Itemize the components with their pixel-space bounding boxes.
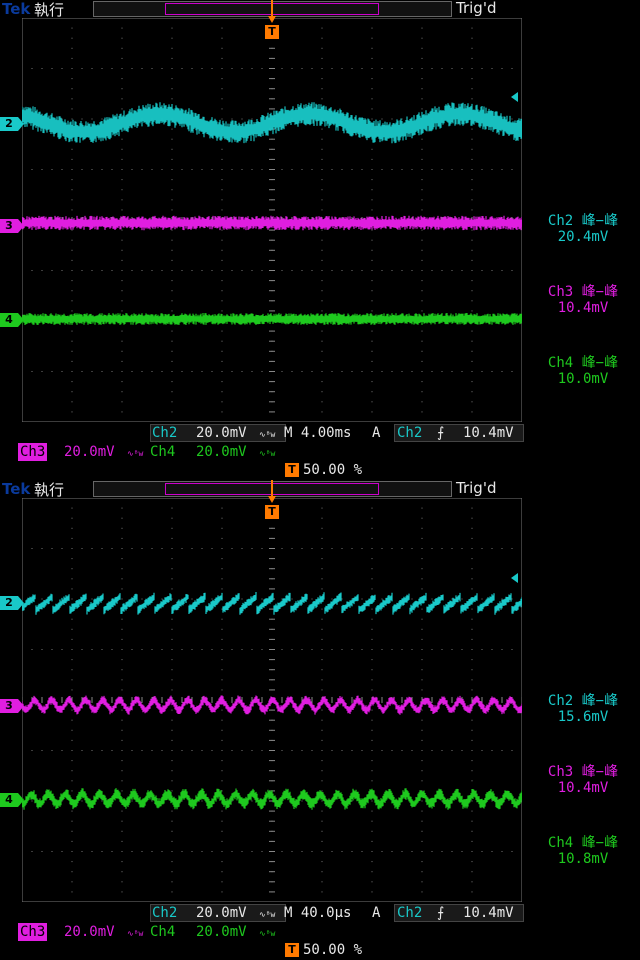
measurement-ch4: Ch4 峰−峰 10.8mV: [526, 835, 640, 867]
ch2-status-box: [150, 904, 286, 922]
measurement-ch2: Ch2 峰−峰 15.6mV: [526, 693, 640, 725]
bw-limit-icon: ∿ᴮw: [259, 910, 276, 919]
measurement-value: 10.0mV: [557, 371, 609, 387]
trigger-position-tip: [268, 16, 276, 23]
top-bar: Tek 執行 Trig'd: [0, 0, 640, 19]
bw-limit-icon: ∿ᴮw: [259, 449, 276, 458]
measurement-label: Ch3 峰−峰: [547, 284, 619, 300]
record-trigger-position: [271, 0, 273, 16]
status-row-2: Ch3 20.0mV ∿ᴮw Ch4 20.0mV ∿ᴮw: [0, 923, 640, 941]
graticule: [22, 18, 522, 422]
measurement-label: Ch2 峰−峰: [547, 213, 619, 229]
measurement-label: Ch3 峰−峰: [547, 764, 619, 780]
run-state: 執行: [34, 481, 65, 499]
waveform-display: [22, 18, 522, 422]
trigger-position-value: 50.00 %: [303, 942, 363, 958]
trigger-state: Trig'd: [456, 479, 497, 497]
measurement-value: 10.8mV: [557, 851, 609, 867]
record-trigger-position: [271, 480, 273, 496]
scope-screen-bottom: Tek 執行 Trig'd T 2 3 4 Ch2 峰−峰 15.6mV Ch3…: [0, 479, 640, 960]
ch3-marker[interactable]: 3: [0, 219, 24, 233]
trigger-position-marker[interactable]: T: [265, 25, 279, 39]
trigger-position-tip: [268, 496, 276, 503]
ch3-scale[interactable]: 20.0mV: [64, 444, 115, 460]
scope-screen-top: Tek 執行 Trig'd T 2 3 4 Ch2 峰−峰 20.4mV Ch3…: [0, 0, 640, 478]
ch2-status-box: [150, 424, 286, 442]
ch4-label[interactable]: Ch4: [150, 924, 176, 940]
status-row-2: Ch3 20.0mV ∿ᴮw Ch4 20.0mV ∿ᴮw: [0, 443, 640, 461]
trigger-slope-icon: ⨍: [437, 905, 445, 921]
ch4-scale[interactable]: 20.0mV: [196, 444, 247, 460]
ch4-marker[interactable]: 4: [0, 793, 24, 807]
trigger-position-marker[interactable]: T: [265, 505, 279, 519]
measurement-label: Ch2 峰−峰: [547, 693, 619, 709]
ch2-scale[interactable]: 20.0mV: [196, 905, 247, 921]
timebase[interactable]: M 40.0µs: [284, 905, 352, 921]
brand-logo: Tek: [2, 480, 31, 498]
ch3-scale[interactable]: 20.0mV: [64, 924, 115, 940]
trigger-source[interactable]: Ch2: [397, 425, 423, 441]
status-row-1: Ch2 20.0mV ∿ᴮw M 4.00ms A Ch2 ⨍ 10.4mV: [0, 424, 640, 442]
trigger-level[interactable]: 10.4mV: [463, 905, 514, 921]
trigger-marker-icon: T: [285, 943, 299, 957]
timebase[interactable]: M 4.00ms: [284, 425, 352, 441]
bw-limit-icon: ∿ᴮw: [127, 449, 144, 458]
top-bar: Tek 執行 Trig'd: [0, 479, 640, 499]
ch2-label[interactable]: Ch2: [152, 905, 178, 921]
measurement-value: 10.4mV: [557, 780, 609, 796]
measurement-ch2: Ch2 峰−峰 20.4mV: [526, 213, 640, 245]
measurement-label: Ch4 峰−峰: [547, 355, 619, 371]
trigger-slope-icon: ⨍: [437, 425, 445, 441]
ch2-marker[interactable]: 2: [0, 596, 24, 610]
ch4-label[interactable]: Ch4: [150, 444, 176, 460]
trigger-mode: A: [372, 905, 381, 921]
trigger-level[interactable]: 10.4mV: [463, 425, 514, 441]
measurement-value: 10.4mV: [557, 300, 609, 316]
measurement-ch3: Ch3 峰−峰 10.4mV: [526, 764, 640, 796]
bw-limit-icon: ∿ᴮw: [127, 929, 144, 938]
ch3-label[interactable]: Ch3: [18, 923, 48, 941]
run-state: 執行: [34, 1, 65, 19]
ch3-marker[interactable]: 3: [0, 699, 24, 713]
measurement-value: 20.4mV: [557, 229, 609, 245]
trigger-level-marker[interactable]: [511, 92, 518, 102]
bw-limit-icon: ∿ᴮw: [259, 929, 276, 938]
trigger-mode: A: [372, 425, 381, 441]
status-row-1: Ch2 20.0mV ∿ᴮw M 40.0µs A Ch2 ⨍ 10.4mV: [0, 904, 640, 922]
ch2-scale[interactable]: 20.0mV: [196, 425, 247, 441]
trigger-status-box: [394, 424, 524, 442]
trigger-position-readout[interactable]: T 50.00 %: [285, 462, 362, 478]
trigger-level-marker[interactable]: [511, 573, 518, 583]
trigger-marker-icon: T: [285, 463, 299, 477]
measurement-ch4: Ch4 峰−峰 10.0mV: [526, 355, 640, 387]
trigger-source[interactable]: Ch2: [397, 905, 423, 921]
trigger-state: Trig'd: [456, 0, 497, 17]
brand-logo: Tek: [2, 0, 31, 18]
trigger-status-box: [394, 904, 524, 922]
measurement-label: Ch4 峰−峰: [547, 835, 619, 851]
measurement-value: 15.6mV: [557, 709, 609, 725]
bw-limit-icon: ∿ᴮw: [259, 430, 276, 439]
measurement-ch3: Ch3 峰−峰 10.4mV: [526, 284, 640, 316]
waveform-display: [22, 498, 522, 902]
ch4-scale[interactable]: 20.0mV: [196, 924, 247, 940]
ch2-marker[interactable]: 2: [0, 117, 24, 131]
ch2-label[interactable]: Ch2: [152, 425, 178, 441]
trigger-position-readout[interactable]: T 50.00 %: [285, 942, 362, 958]
ch3-label[interactable]: Ch3: [18, 443, 48, 461]
graticule: [22, 498, 522, 902]
ch4-marker[interactable]: 4: [0, 313, 24, 327]
trigger-position-value: 50.00 %: [303, 462, 363, 478]
